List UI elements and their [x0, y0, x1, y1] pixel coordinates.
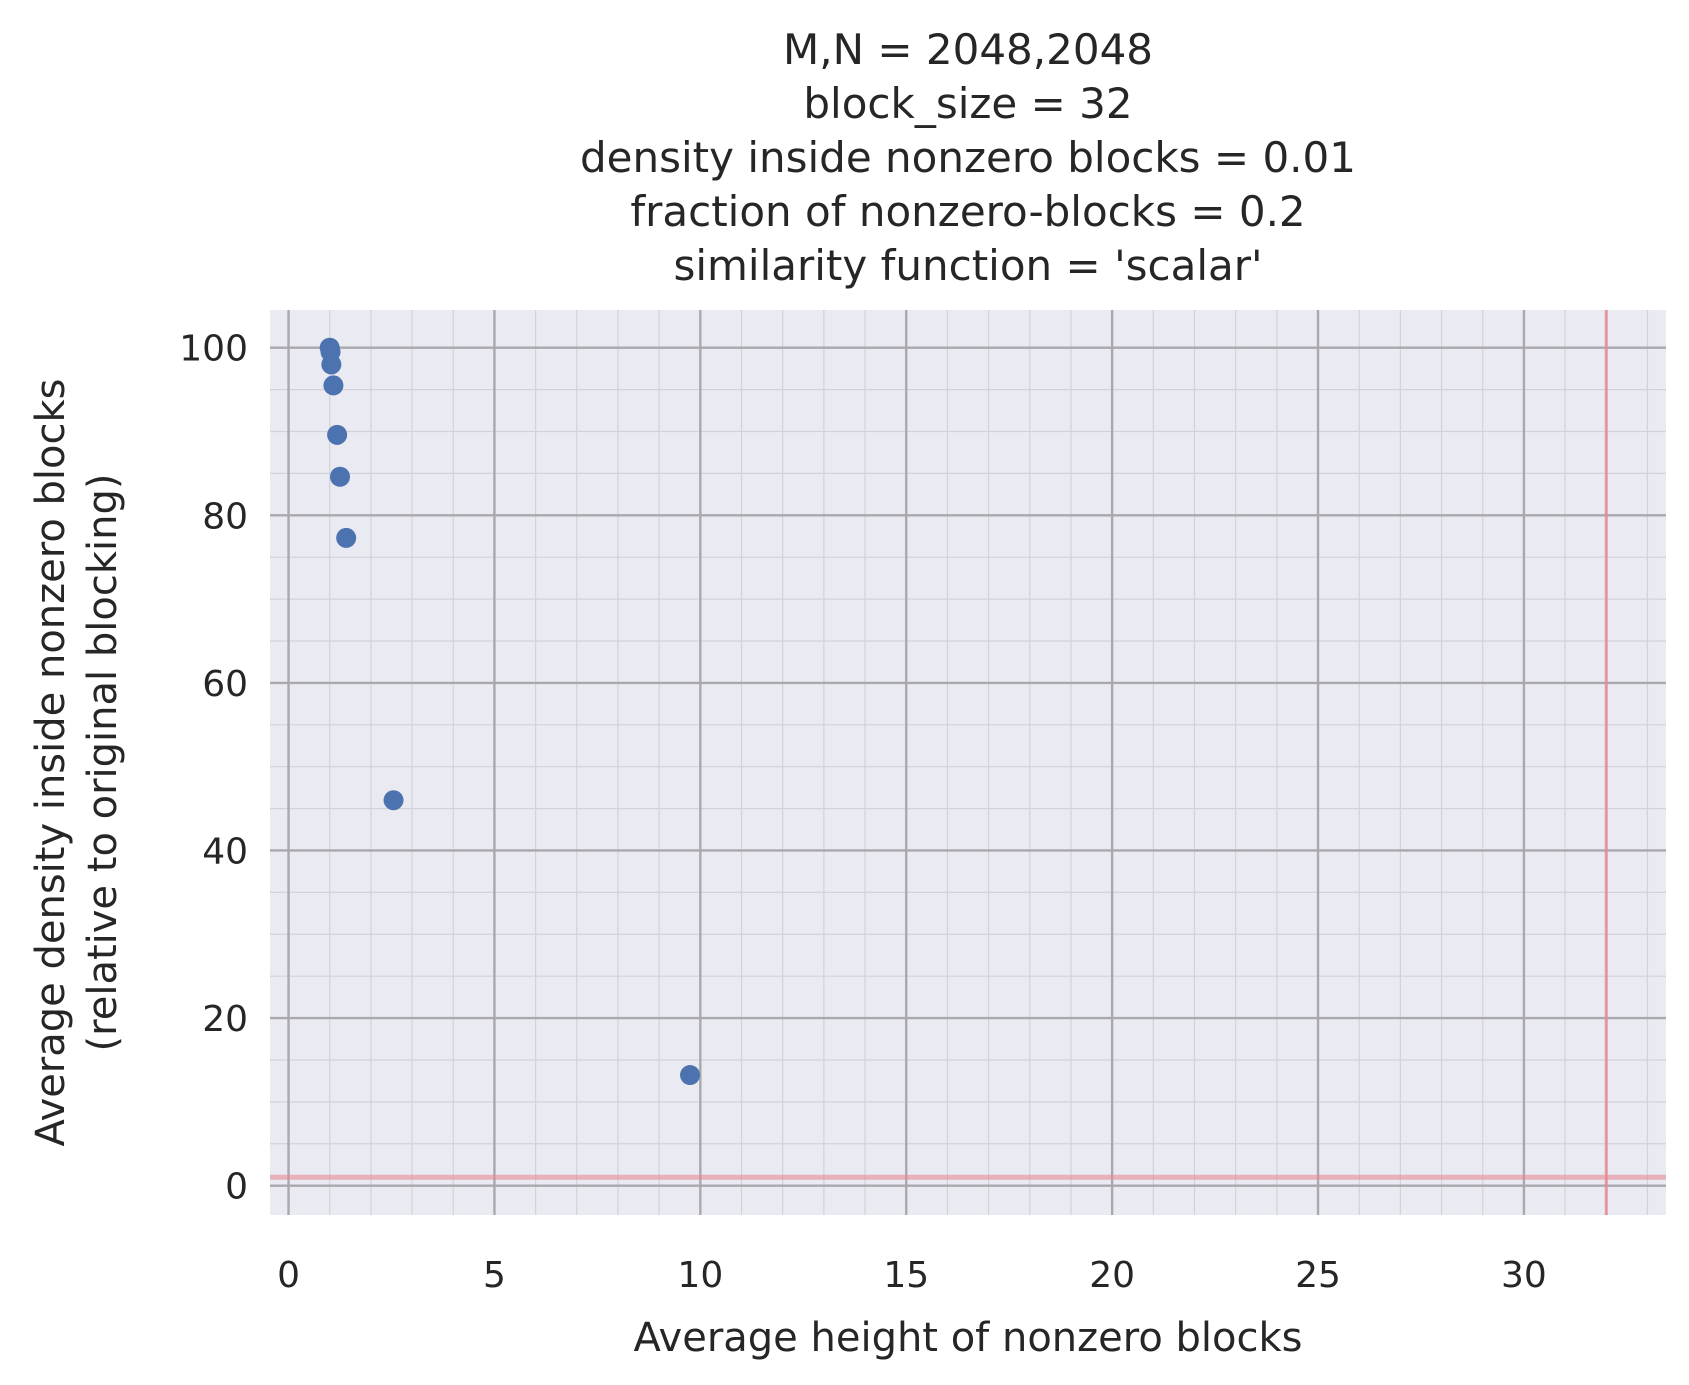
x-axis-label: Average height of nonzero blocks	[634, 1315, 1303, 1361]
x-tick-label: 20	[1089, 1255, 1135, 1296]
data-point	[680, 1065, 701, 1086]
y-tick-label: 80	[202, 496, 248, 537]
data-point	[336, 527, 357, 548]
title-line: fraction of nonzero-blocks = 0.2	[630, 187, 1305, 236]
title-line: density inside nonzero blocks = 0.01	[580, 133, 1356, 182]
reference-lines	[270, 310, 1666, 1215]
y-tick-label: 60	[202, 664, 248, 705]
x-tick-labels: 0 5 10 15 20 25 30	[277, 1255, 1547, 1296]
x-tick-label: 10	[677, 1255, 723, 1296]
y-tick-label: 40	[202, 831, 248, 872]
x-tick-label: 30	[1501, 1255, 1547, 1296]
y-tick-label: 20	[202, 999, 248, 1040]
data-point	[383, 790, 404, 811]
plot-area	[270, 310, 1666, 1215]
x-tick-label: 5	[483, 1255, 506, 1296]
x-tick-label: 15	[883, 1255, 929, 1296]
data-point	[321, 354, 342, 375]
y-axis-label-line: Average density inside nonzero blocks	[28, 379, 74, 1147]
title-line: block_size = 32	[803, 79, 1132, 128]
chart-title: M,N = 2048,2048 block_size = 32 density in…	[580, 25, 1356, 290]
major-grid	[270, 310, 1666, 1215]
x-tick-label: 0	[277, 1255, 300, 1296]
title-line: similarity function = 'scalar'	[673, 241, 1262, 290]
y-tick-labels: 0 20 40 60 80 100	[179, 329, 248, 1208]
title-line: M,N = 2048,2048	[783, 25, 1153, 74]
data-point	[327, 424, 348, 445]
x-tick-label: 25	[1295, 1255, 1341, 1296]
y-tick-label: 0	[225, 1167, 248, 1208]
y-axis-label-line: (relative to original blocking)	[80, 474, 126, 1052]
y-axis-label: Average density inside nonzero blocks (re…	[28, 379, 126, 1147]
data-point	[323, 375, 344, 396]
data-point	[330, 466, 351, 487]
y-tick-label: 100	[179, 329, 248, 370]
data-points	[319, 337, 701, 1086]
